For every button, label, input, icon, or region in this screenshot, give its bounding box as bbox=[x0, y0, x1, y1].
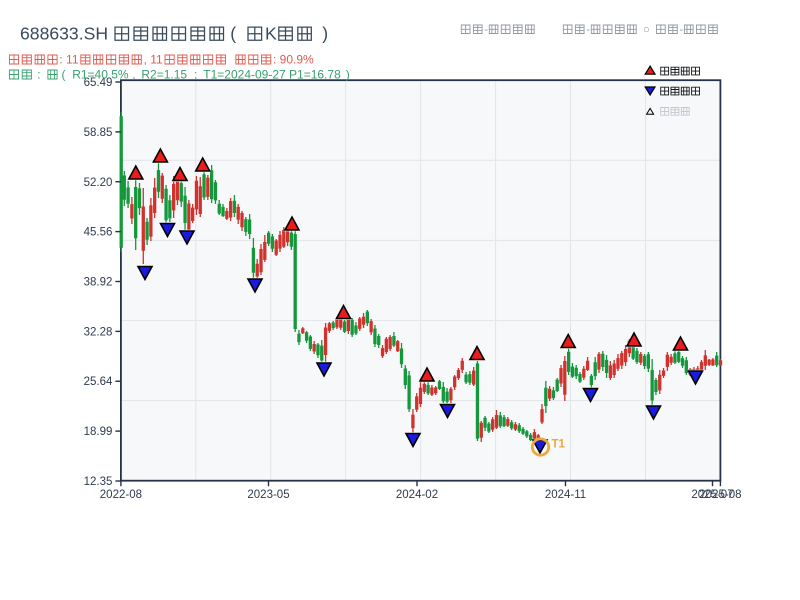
svg-text:688633.SH: 688633.SH bbox=[20, 24, 108, 44]
svg-text:45.56: 45.56 bbox=[84, 227, 113, 239]
svg-text:2024-02: 2024-02 bbox=[396, 489, 438, 501]
svg-text:58.85: 58.85 bbox=[84, 127, 113, 139]
svg-text:2024-11: 2024-11 bbox=[545, 489, 586, 501]
svg-text:-: - bbox=[586, 24, 590, 36]
svg-text:38.92: 38.92 bbox=[84, 277, 113, 289]
svg-text:○: ○ bbox=[643, 24, 650, 36]
svg-text:65.49: 65.49 bbox=[84, 77, 113, 89]
svg-text:;: ; bbox=[194, 68, 197, 82]
svg-text:2022-08: 2022-08 bbox=[100, 489, 142, 501]
svg-text:52.20: 52.20 bbox=[84, 177, 113, 189]
svg-text:): ) bbox=[346, 68, 350, 82]
svg-text:: 90.9%: : 90.9% bbox=[273, 53, 314, 67]
svg-text:-: - bbox=[679, 24, 683, 36]
svg-text:18.99: 18.99 bbox=[84, 426, 113, 438]
svg-text:12.35: 12.35 bbox=[84, 476, 113, 488]
svg-text:T1=2024-09-27 P1=16.78: T1=2024-09-27 P1=16.78 bbox=[203, 68, 341, 82]
svg-text:, 11: , 11 bbox=[144, 53, 163, 67]
svg-text:2023-05: 2023-05 bbox=[247, 489, 289, 501]
svg-text:,: , bbox=[132, 68, 135, 82]
svg-text:2025-07: 2025-07 bbox=[691, 489, 733, 501]
svg-text:R2=1.15: R2=1.15 bbox=[141, 68, 187, 82]
svg-text:2025-08: 2025-08 bbox=[699, 489, 741, 501]
svg-text:25.64: 25.64 bbox=[84, 376, 113, 388]
svg-text:(: ( bbox=[230, 24, 236, 44]
svg-text:): ) bbox=[322, 24, 328, 44]
svg-text:T1: T1 bbox=[552, 439, 566, 451]
svg-text:(: ( bbox=[62, 68, 66, 82]
svg-text:32.28: 32.28 bbox=[84, 326, 113, 338]
svg-text:R1=40.5%: R1=40.5% bbox=[72, 68, 129, 82]
svg-text:K: K bbox=[265, 24, 277, 44]
svg-text::: : bbox=[37, 68, 40, 82]
svg-text:: 11: : 11 bbox=[59, 53, 78, 67]
svg-text:-: - bbox=[484, 24, 488, 36]
